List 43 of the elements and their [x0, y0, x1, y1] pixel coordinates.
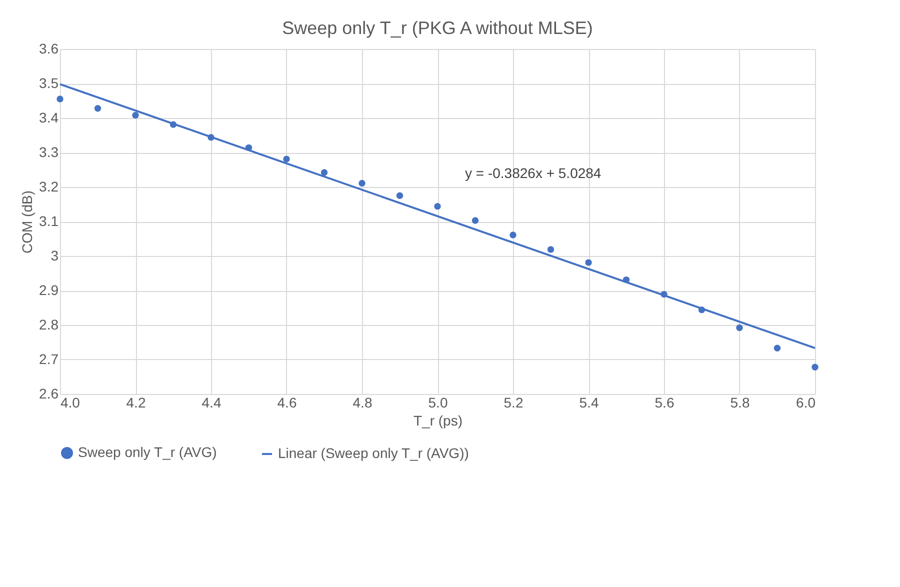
x-axis-title: T_r (ps) [414, 412, 462, 428]
legend-label: Sweep only T_r (AVG) [78, 444, 217, 460]
point [547, 246, 554, 253]
y-tick-label: 3.4 [39, 110, 59, 126]
y-axis-title: COM (dB) [19, 190, 36, 254]
point [774, 344, 781, 352]
x-tick-label: 4.8 [352, 394, 372, 410]
legend-label: Linear (Sweep only T_r (AVG)) [278, 445, 469, 461]
y-tick-label: 3 [50, 248, 59, 264]
point [472, 217, 479, 224]
point [320, 169, 328, 176]
y-tick-label: 3.5 [39, 75, 59, 91]
point [94, 104, 102, 112]
x-tick-label: 4.4 [202, 394, 222, 410]
x-tick-label: 4.2 [126, 394, 146, 410]
y-tick-label: 3.1 [39, 213, 59, 229]
x-tick-label: 5.8 [730, 394, 750, 410]
y-tick-label: 3.3 [39, 144, 59, 160]
x-tick-label: 5.0 [428, 394, 448, 410]
y-tick-label: 2.6 [39, 386, 59, 402]
y-tick-label: 2.7 [39, 351, 59, 367]
point [396, 192, 404, 199]
annotation: y = -0.3826x + 5.0284 [465, 165, 602, 181]
x-tick-label: 4.0 [60, 394, 80, 410]
x-tick-label: 5.4 [579, 394, 599, 410]
point [812, 364, 818, 370]
point [510, 232, 516, 238]
y-tick-label: 3.2 [39, 178, 59, 194]
x-tick-label: 6.0 [796, 394, 816, 410]
point [132, 112, 139, 119]
y-tick-label: 2.8 [39, 316, 59, 332]
point [56, 96, 64, 102]
x-tick-label: 5.6 [654, 394, 674, 410]
y-tick-label: 3.6 [39, 40, 59, 56]
point [434, 202, 441, 210]
chart-title: Sweep only T_r (PKG A without MLSE) [282, 18, 593, 38]
point [736, 324, 743, 332]
y-tick-label: 2.9 [39, 282, 59, 298]
point [358, 180, 366, 187]
x-tick-label: 5.2 [504, 394, 524, 410]
x-tick-label: 4.6 [277, 394, 297, 410]
point [585, 259, 592, 266]
point [283, 156, 290, 162]
